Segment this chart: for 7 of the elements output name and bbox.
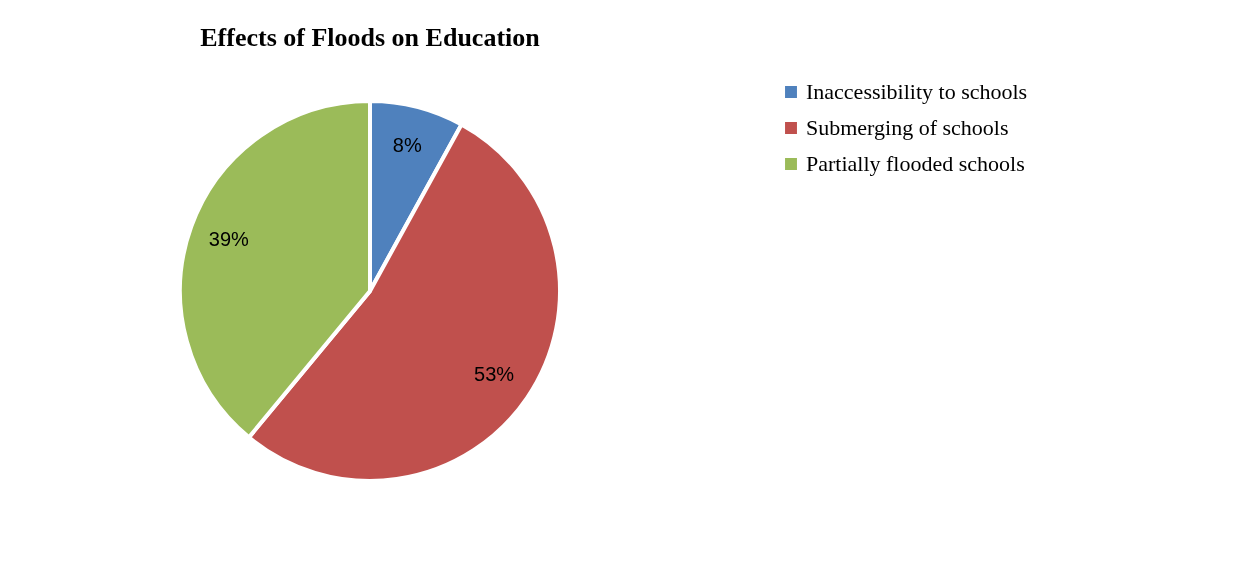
data-label: 39% xyxy=(208,228,250,251)
legend-label: Partially flooded schools xyxy=(806,151,1025,176)
legend-label: Inaccessibility to schools xyxy=(806,79,1028,104)
data-label: 53% xyxy=(474,363,515,386)
chart-title: Effects of Floods on Education xyxy=(200,23,541,52)
legend-label: Submerging of schools xyxy=(806,115,1009,140)
data-label: 8% xyxy=(392,133,422,156)
